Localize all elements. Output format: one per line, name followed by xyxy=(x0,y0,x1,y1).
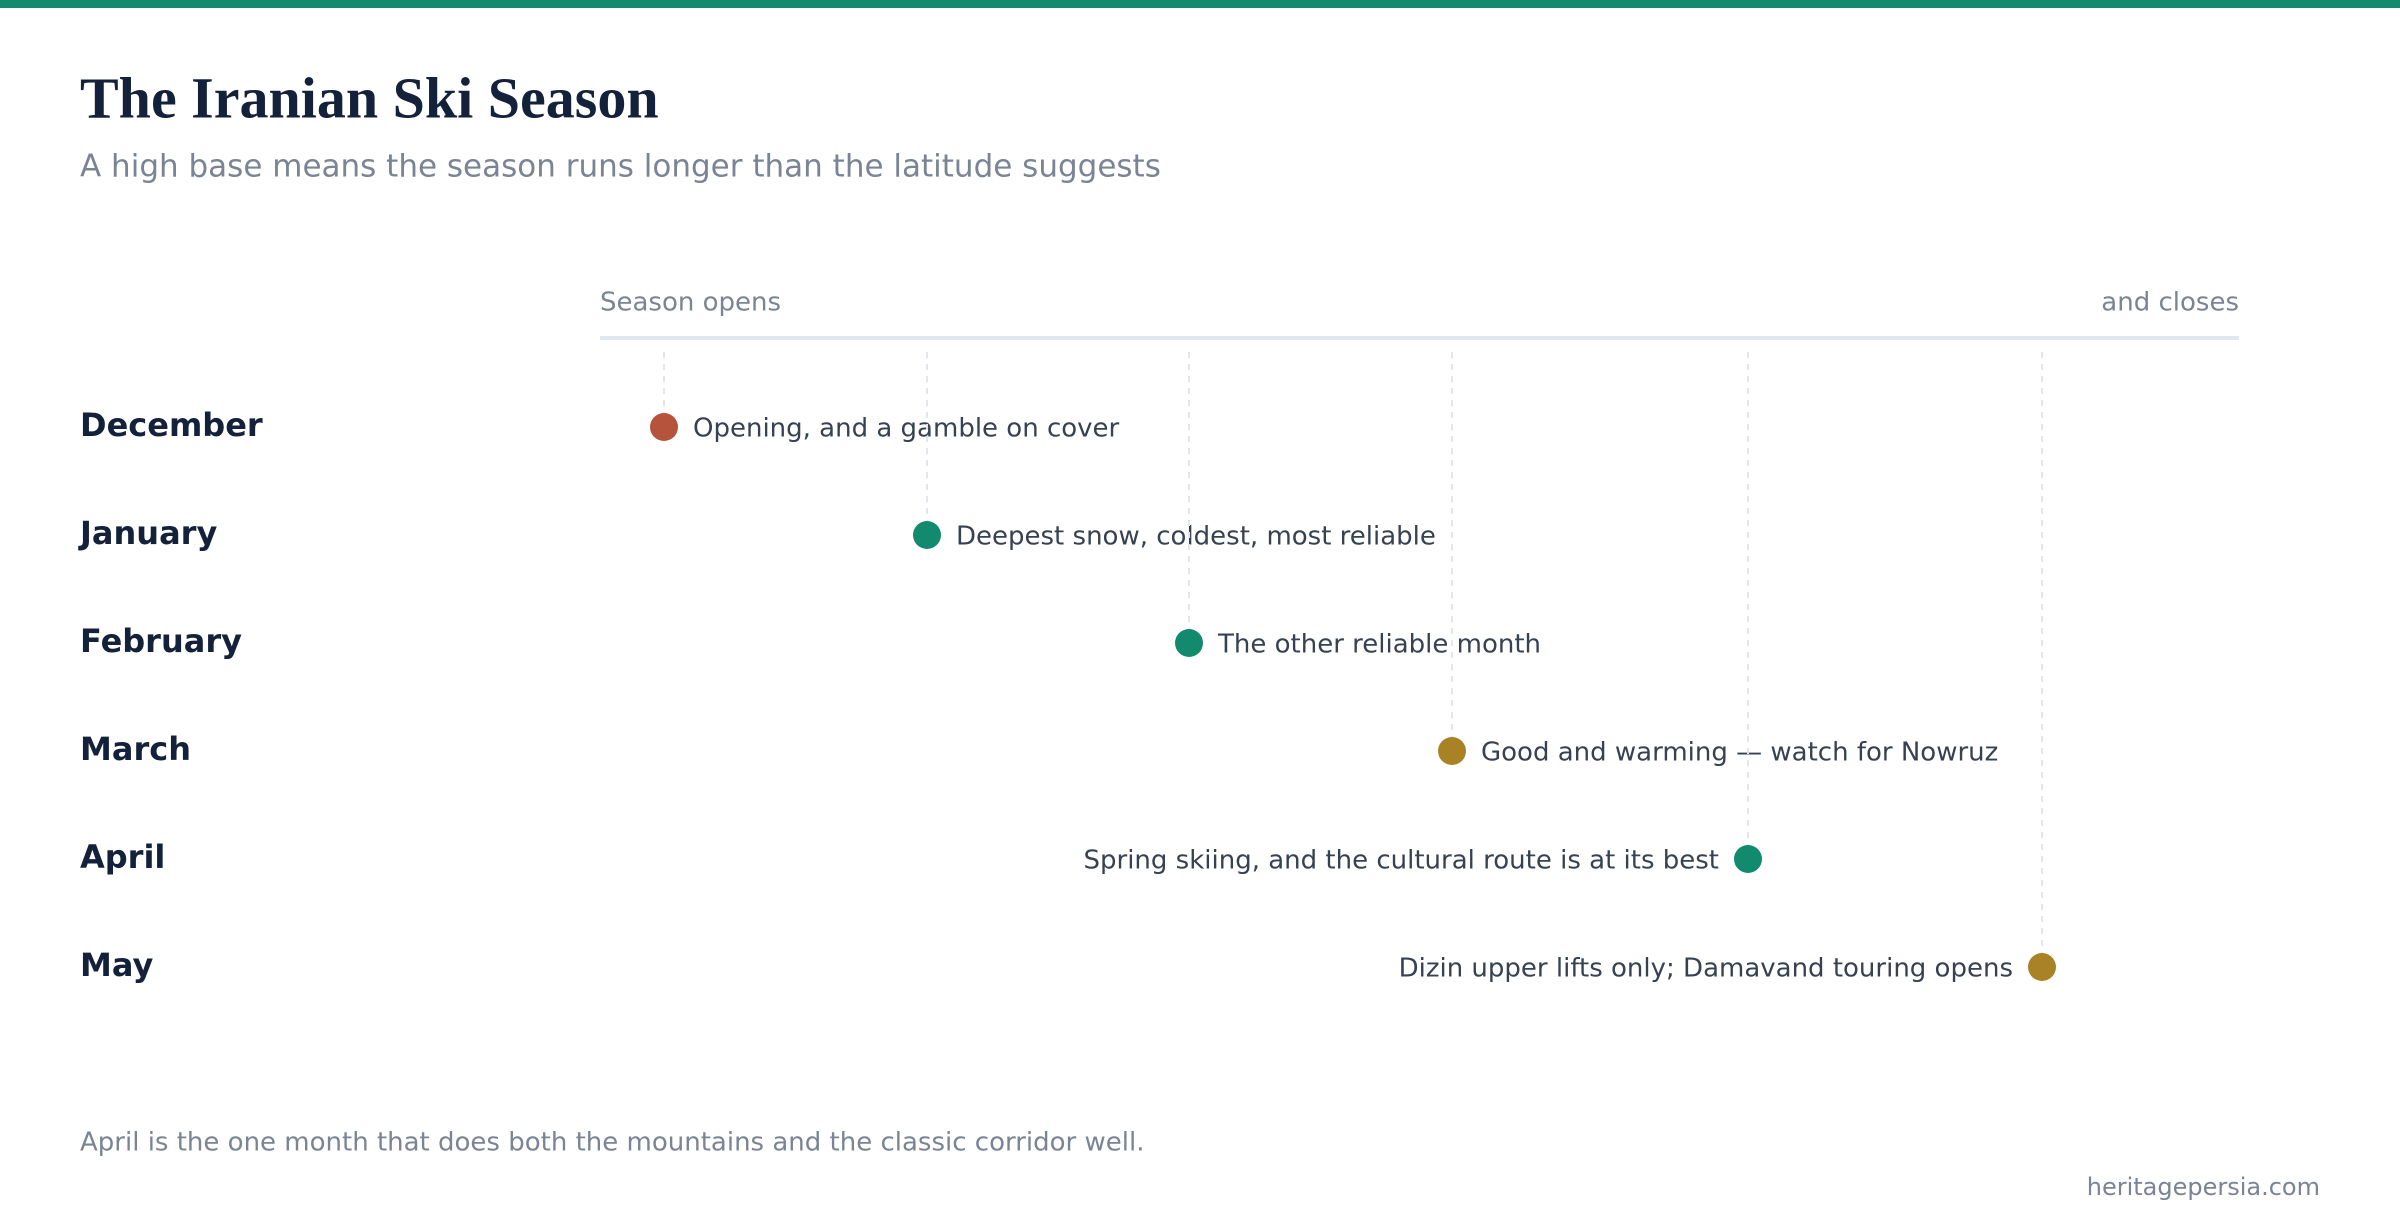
dot xyxy=(1438,737,1466,765)
axis-end: and closes xyxy=(2101,288,2239,318)
month-label: April xyxy=(80,838,165,876)
dot xyxy=(2028,953,2056,981)
month-label: May xyxy=(80,946,153,984)
note: Dizin upper lifts only; Damavand touring… xyxy=(1399,954,2013,984)
note: Opening, and a gamble on cover xyxy=(693,414,1120,444)
dot xyxy=(913,521,941,549)
dot xyxy=(1175,629,1203,657)
footnote: April is the one month that does both th… xyxy=(80,1128,1144,1158)
month-label: March xyxy=(80,730,191,768)
month-label: February xyxy=(80,622,242,660)
month-label: January xyxy=(78,514,217,552)
note: Deepest snow, coldest, most reliable xyxy=(956,522,1436,552)
month-label: December xyxy=(80,406,263,444)
top-bar xyxy=(0,0,2400,8)
note: The other reliable month xyxy=(1217,630,1541,660)
source: heritagepersia.com xyxy=(2087,1173,2320,1201)
note: Spring skiing, and the cultural route is… xyxy=(1084,846,1719,876)
title: The Iranian Ski Season xyxy=(80,65,659,130)
dot xyxy=(1734,845,1762,873)
note: Good and warming — watch for Nowruz xyxy=(1481,738,1998,768)
rows: December Opening, and a gamble on cover Ja… xyxy=(78,352,2056,984)
dot xyxy=(650,413,678,441)
subtitle: A high base means the season runs longer… xyxy=(80,149,1161,185)
axis-start: Season opens xyxy=(600,288,781,318)
